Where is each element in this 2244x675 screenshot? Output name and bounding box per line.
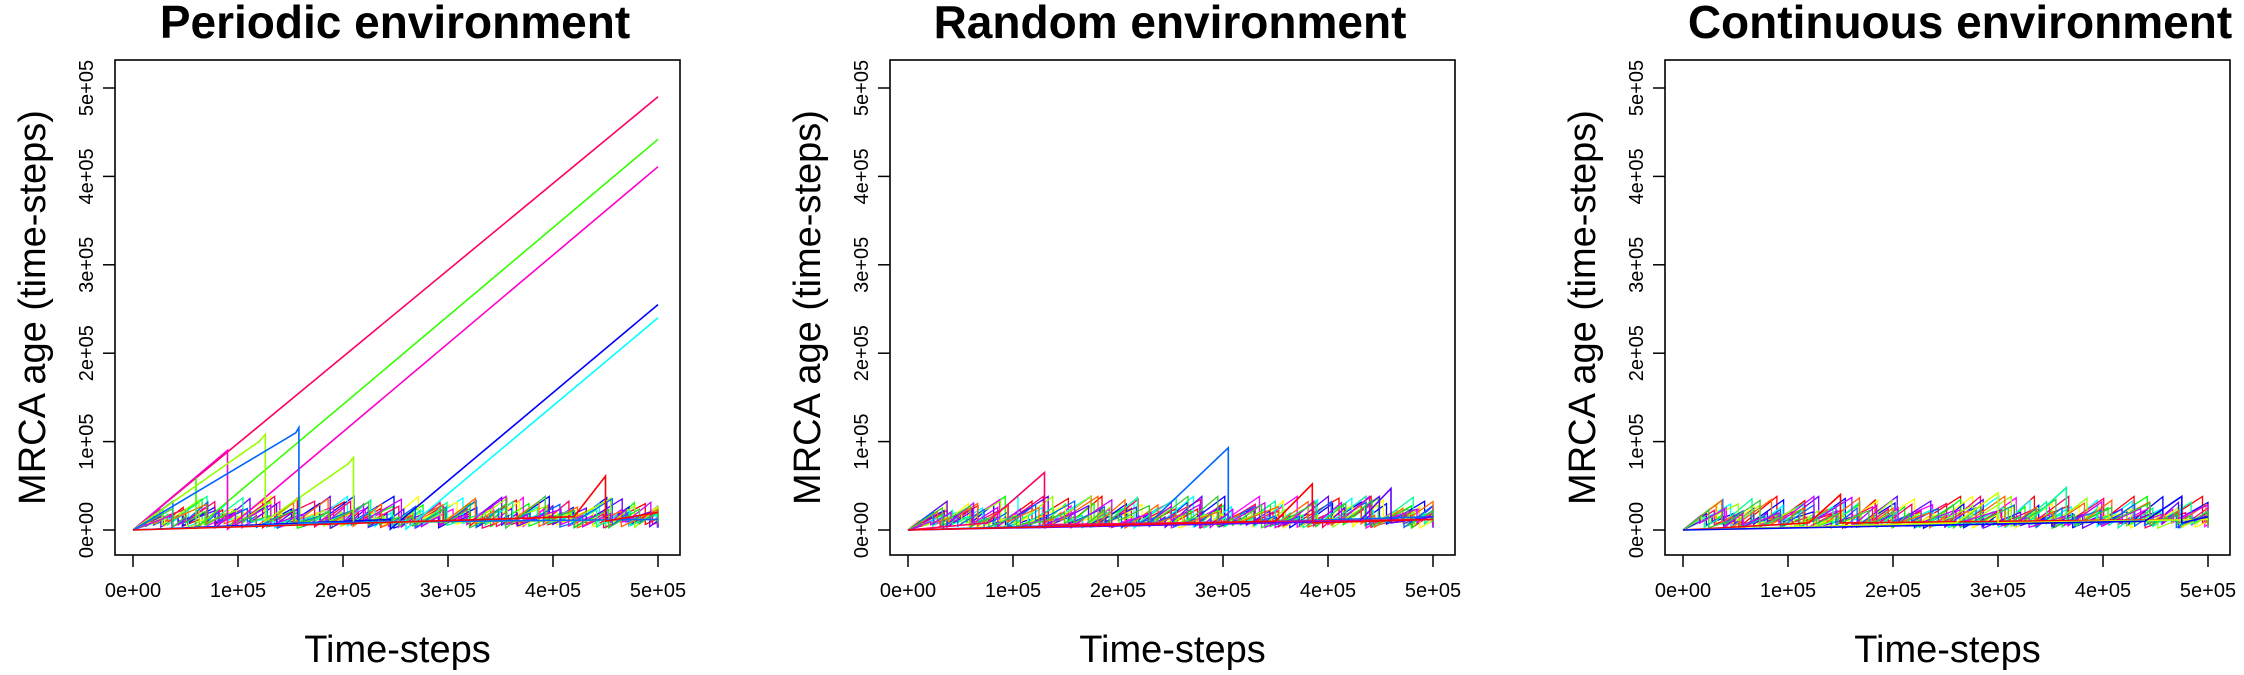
y-tick-label: 0e+00 xyxy=(1626,502,1648,558)
x-axis-label: Time-steps xyxy=(1079,629,1266,671)
series-group xyxy=(132,96,659,531)
series-line-1 xyxy=(132,96,659,531)
x-tick-label: 3e+05 xyxy=(420,580,476,602)
chart-panel-2: Random environment 0e+00 1e+05 2e+05 3e+05 4e… xyxy=(787,0,1461,671)
series-group xyxy=(907,445,1434,531)
noise-series-line xyxy=(907,495,1434,531)
noise-series-line xyxy=(1682,498,2209,531)
series-line-4 xyxy=(907,482,1434,531)
chart-panel-3: Continuous environment 0e+00 1e+05 2e+05 3e+… xyxy=(1562,0,2236,671)
x-tick-label: 4e+05 xyxy=(2075,580,2131,602)
x-tick-label: 4e+05 xyxy=(1300,580,1356,602)
plot-frame xyxy=(114,59,681,556)
series-line-5 xyxy=(132,317,659,531)
chart-title: Random environment xyxy=(934,0,1407,48)
y-tick-label: 5e+05 xyxy=(1626,60,1648,116)
y-tick-label: 3e+05 xyxy=(851,237,873,293)
y-tick-label: 3e+05 xyxy=(1626,237,1648,293)
plot-frame xyxy=(889,59,1456,556)
x-tick-label: 0e+00 xyxy=(105,580,161,602)
chart-title: Continuous environment xyxy=(1688,0,2232,48)
y-tick-label: 0e+00 xyxy=(851,502,873,558)
x-tick-label: 4e+05 xyxy=(525,580,581,602)
y-tick-label: 3e+05 xyxy=(76,237,98,293)
x-tick-label: 5e+05 xyxy=(630,580,686,602)
series-line-8 xyxy=(132,473,659,531)
x-tick-label: 2e+05 xyxy=(1090,580,1146,602)
x-tick-label: 0e+00 xyxy=(880,580,936,602)
x-tick-label: 1e+05 xyxy=(210,580,266,602)
series-line-2 xyxy=(1682,492,2209,531)
series-line-3 xyxy=(1682,491,2209,531)
y-tick-label: 2e+05 xyxy=(851,325,873,381)
x-tick-label: 5e+05 xyxy=(1405,580,1461,602)
y-tick-label: 1e+05 xyxy=(1626,414,1648,470)
x-tick-label: 1e+05 xyxy=(1760,580,1816,602)
series-line-2 xyxy=(132,138,659,531)
y-axis-label: MRCA age (time-steps) xyxy=(12,110,54,505)
y-tick-label: 5e+05 xyxy=(76,60,98,116)
y-tick-label: 1e+05 xyxy=(851,414,873,470)
y-tick-label: 4e+05 xyxy=(1626,148,1648,204)
noise-series-line xyxy=(907,495,1434,531)
plot-frame xyxy=(1664,59,2231,556)
y-tick-label: 4e+05 xyxy=(851,148,873,204)
y-axis-label: MRCA age (time-steps) xyxy=(787,110,829,505)
y-tick-label: 2e+05 xyxy=(1626,325,1648,381)
series-line-6 xyxy=(132,432,659,531)
x-tick-label: 1e+05 xyxy=(985,580,1041,602)
x-tick-label: 2e+05 xyxy=(1865,580,1921,602)
y-tick-label: 4e+05 xyxy=(76,148,98,204)
noise-series-line xyxy=(1682,495,2209,531)
y-tick-label: 5e+05 xyxy=(851,60,873,116)
y-tick-label: 2e+05 xyxy=(76,325,98,381)
series-line-4 xyxy=(1682,494,2209,531)
y-axis-label: MRCA age (time-steps) xyxy=(1562,110,1604,505)
chart-title: Periodic environment xyxy=(160,0,630,48)
y-tick-label: 0e+00 xyxy=(76,502,98,558)
series-group xyxy=(1682,485,2209,531)
x-axis-label: Time-steps xyxy=(1854,629,2041,671)
series-line-4 xyxy=(132,303,659,531)
x-tick-label: 3e+05 xyxy=(1970,580,2026,602)
chart-panel-1: Periodic environment 0e+00 1e+05 2e+05 3e+05… xyxy=(12,0,686,671)
x-tick-label: 0e+00 xyxy=(1655,580,1711,602)
series-line-3 xyxy=(132,166,659,531)
x-tick-label: 3e+05 xyxy=(1195,580,1251,602)
y-tick-label: 1e+05 xyxy=(76,414,98,470)
x-tick-label: 2e+05 xyxy=(315,580,371,602)
x-axis-label: Time-steps xyxy=(304,629,491,671)
x-tick-label: 5e+05 xyxy=(2180,580,2236,602)
noise-series-line xyxy=(132,495,659,531)
